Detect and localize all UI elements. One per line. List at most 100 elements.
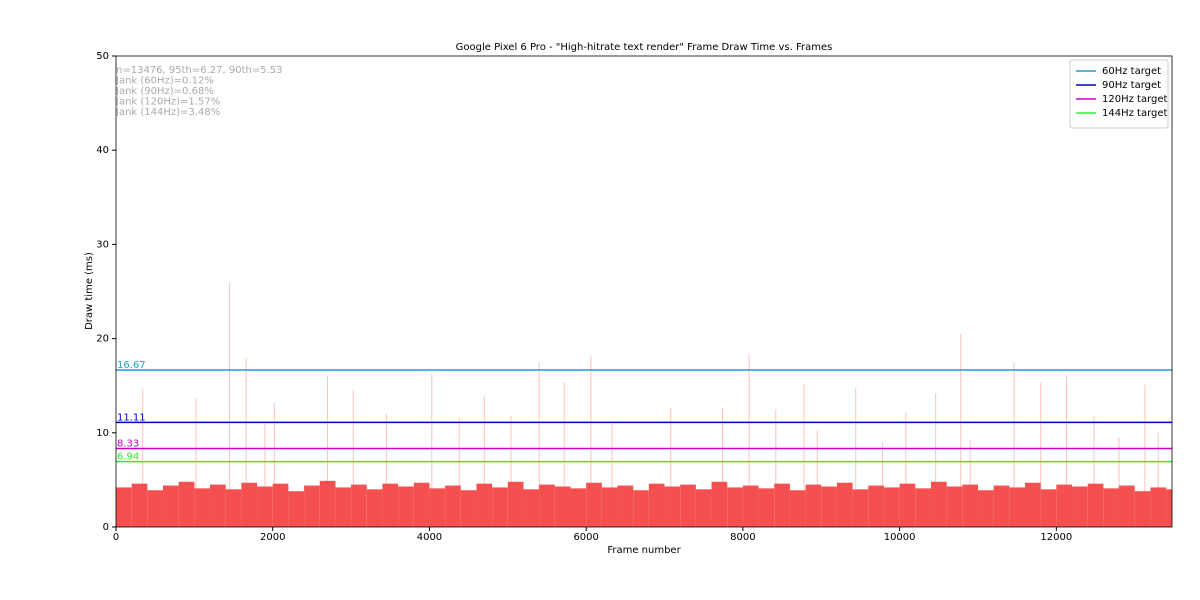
frame-bin bbox=[257, 486, 273, 527]
frame-bin bbox=[194, 488, 211, 527]
frame-bin bbox=[225, 489, 242, 527]
frame-bin bbox=[1024, 482, 1041, 527]
stats-text: Jank (120Hz)=1.57% bbox=[115, 97, 220, 108]
frame-bin bbox=[429, 488, 446, 527]
frame-bin bbox=[695, 489, 712, 527]
stats-text: n=13476, 95th=6.27, 90th=5.53 bbox=[116, 65, 283, 76]
y-tick-label: 30 bbox=[96, 239, 109, 250]
frame-bin bbox=[382, 483, 399, 527]
legend-label: 60Hz target bbox=[1102, 66, 1161, 77]
stats-text: Jank (144Hz)=3.48% bbox=[115, 107, 220, 118]
frame-bin bbox=[1134, 491, 1151, 527]
frame-bin bbox=[1056, 484, 1073, 527]
frame-bin bbox=[617, 485, 634, 527]
frame-bin bbox=[1009, 487, 1025, 527]
x-tick-label: 8000 bbox=[730, 532, 755, 543]
frame-bin bbox=[445, 485, 461, 527]
frame-bin bbox=[272, 483, 289, 527]
target-label: 6.94 bbox=[117, 452, 139, 463]
frame-bin bbox=[1040, 489, 1057, 527]
target-label: 8.33 bbox=[117, 439, 139, 450]
stats-text: Jank (60Hz)=0.12% bbox=[115, 76, 214, 87]
frame-bin bbox=[523, 489, 540, 527]
frame-bin bbox=[727, 487, 743, 527]
stats-text: Jank (90Hz)=0.68% bbox=[115, 86, 214, 97]
frame-bin bbox=[586, 482, 602, 527]
frame-bin bbox=[319, 480, 336, 527]
frame-bin bbox=[805, 484, 822, 527]
frame-bin bbox=[1119, 485, 1135, 527]
target-label: 16.67 bbox=[117, 360, 146, 371]
y-axis-label: Draw time (ms) bbox=[84, 252, 95, 330]
plot-frame bbox=[115, 55, 1173, 528]
y-tick-label: 40 bbox=[96, 145, 109, 156]
frame-bin bbox=[774, 483, 790, 527]
frame-bin bbox=[413, 482, 430, 527]
x-tick-label: 12000 bbox=[1040, 532, 1072, 543]
x-tick-label: 0 bbox=[113, 532, 119, 543]
frame-bin bbox=[335, 487, 352, 527]
target-label: 11.11 bbox=[117, 412, 146, 423]
frame-bin bbox=[570, 488, 587, 527]
frame-bin bbox=[915, 488, 931, 527]
frame-bin bbox=[460, 490, 477, 527]
frame-bin bbox=[554, 486, 571, 527]
frame-bin bbox=[1072, 486, 1088, 527]
frame-bin bbox=[962, 484, 978, 527]
frame-bin bbox=[163, 485, 179, 527]
y-tick-label: 20 bbox=[96, 334, 109, 345]
frame-bin bbox=[116, 487, 132, 527]
frame-bin bbox=[178, 481, 195, 527]
frame-bin bbox=[131, 483, 148, 527]
frame-bin bbox=[304, 485, 320, 527]
frame-bin bbox=[539, 484, 555, 527]
frame-bin bbox=[648, 483, 665, 527]
y-tick-label: 50 bbox=[96, 51, 109, 62]
frame-bin bbox=[664, 486, 681, 527]
frame-bin bbox=[1166, 489, 1172, 527]
frame-bin bbox=[147, 490, 164, 527]
frame-bin bbox=[758, 488, 775, 527]
frame-bin bbox=[507, 481, 524, 527]
frame-bin bbox=[789, 490, 806, 527]
frame-bin bbox=[930, 481, 947, 527]
chart-title: Google Pixel 6 Pro - "High-hitrate text … bbox=[456, 42, 833, 53]
frame-bin bbox=[993, 485, 1010, 527]
frame-bin bbox=[821, 486, 837, 527]
y-tick-label: 10 bbox=[96, 428, 109, 439]
frame-bin bbox=[680, 484, 696, 527]
frame-bin bbox=[210, 484, 226, 527]
y-tick-label: 0 bbox=[103, 522, 109, 533]
frame-bin bbox=[1087, 483, 1104, 527]
x-tick-label: 2000 bbox=[260, 532, 285, 543]
frame-bin bbox=[836, 482, 853, 527]
frame-bin bbox=[899, 483, 916, 527]
frame-bin bbox=[852, 489, 869, 527]
frame-bin bbox=[398, 486, 414, 527]
x-tick-label: 10000 bbox=[884, 532, 916, 543]
frame-bin bbox=[883, 487, 900, 527]
frame-bin bbox=[946, 486, 963, 527]
frame-bin bbox=[601, 487, 618, 527]
frame-bin bbox=[241, 482, 258, 527]
legend-box bbox=[1069, 59, 1169, 129]
frame-bin bbox=[742, 485, 759, 527]
frame-bin bbox=[366, 489, 383, 527]
frame-bin bbox=[1150, 487, 1167, 527]
x-tick-label: 6000 bbox=[573, 532, 598, 543]
legend-label: 90Hz target bbox=[1102, 80, 1161, 91]
frame-bin bbox=[351, 484, 367, 527]
frame-bin bbox=[1103, 488, 1120, 527]
x-tick-label: 4000 bbox=[417, 532, 442, 543]
frame-bin bbox=[288, 491, 305, 527]
frame-bin bbox=[633, 490, 649, 527]
frame-bin bbox=[977, 490, 994, 527]
frame-bin bbox=[868, 485, 884, 527]
legend-label: 144Hz target bbox=[1102, 108, 1168, 119]
frame-bin bbox=[711, 481, 728, 527]
x-axis-label: Frame number bbox=[607, 545, 681, 556]
frame-bin bbox=[492, 487, 508, 527]
legend-label: 120Hz target bbox=[1102, 94, 1168, 105]
